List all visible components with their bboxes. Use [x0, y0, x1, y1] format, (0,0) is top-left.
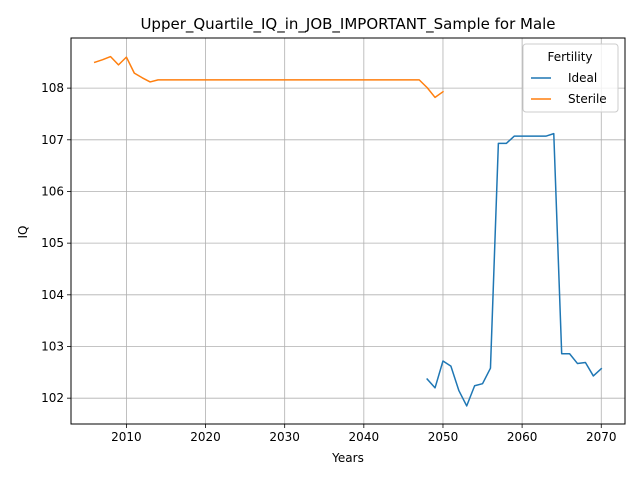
- y-tick-label: 105: [41, 236, 64, 250]
- y-tick-label: 108: [41, 81, 64, 95]
- series-line-sterile: [93, 55, 445, 99]
- x-tick-label: 2020: [190, 430, 221, 444]
- legend: Fertility Ideal Sterile: [522, 43, 619, 113]
- x-tick-label: 2070: [586, 430, 617, 444]
- x-tick-label: 2060: [507, 430, 538, 444]
- series-line-ideal: [426, 132, 603, 407]
- legend-title: Fertility: [547, 50, 592, 64]
- plot-area-frame: [70, 37, 626, 425]
- series-layer: [93, 55, 603, 407]
- x-axis-label: Years: [331, 451, 364, 465]
- grid: [71, 38, 625, 424]
- chart-title: Upper_Quartile_IQ_in_JOB_IMPORTANT_Sampl…: [140, 15, 555, 34]
- y-tick-label: 102: [41, 391, 64, 405]
- y-tick-label: 106: [41, 184, 64, 198]
- y-tick-label: 103: [41, 339, 64, 353]
- x-tick-label: 2040: [349, 430, 380, 444]
- axis-ticks: 2010 2020 2030 2040 2050 2060 2070 102 103 104 105…: [41, 81, 616, 444]
- y-tick-label: 104: [41, 288, 64, 302]
- legend-box: [522, 43, 619, 113]
- x-tick-label: 2050: [428, 430, 459, 444]
- y-axis-label: IQ: [16, 226, 30, 239]
- x-tick-label: 2010: [111, 430, 142, 444]
- legend-label-ideal: Ideal: [568, 71, 597, 85]
- y-tick-label: 107: [41, 133, 64, 147]
- legend-label-sterile: Sterile: [568, 92, 607, 106]
- x-tick-label: 2030: [269, 430, 300, 444]
